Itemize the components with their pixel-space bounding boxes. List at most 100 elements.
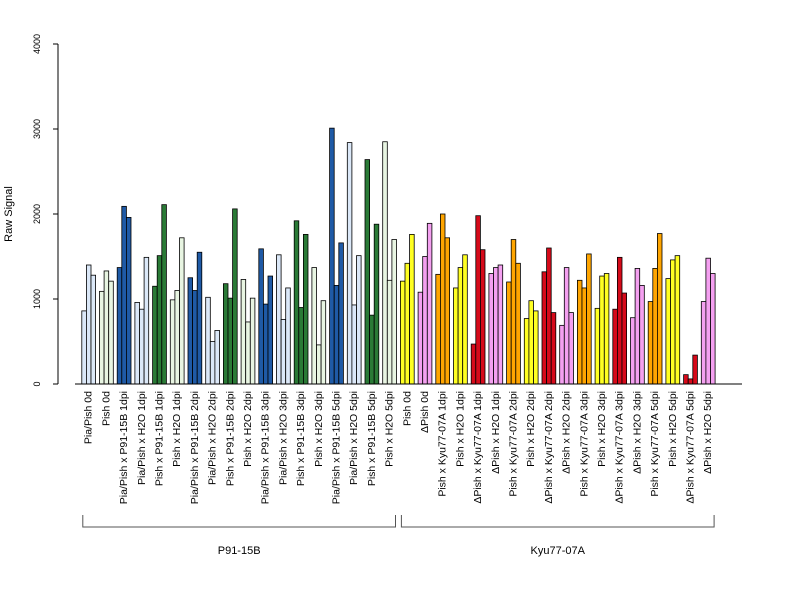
bar xyxy=(462,254,468,385)
x-tick-label: ΔPish 0d xyxy=(419,391,431,433)
bar xyxy=(510,239,517,385)
x-tick-label: Pia/Pish x P91-15B 3dpi xyxy=(260,391,272,504)
y-tick-label: 2000 xyxy=(32,204,42,224)
bar xyxy=(674,255,681,385)
x-tick-label: Pish x H2O 1dpi xyxy=(171,391,183,467)
bar xyxy=(665,278,671,385)
bar xyxy=(700,301,707,385)
bar xyxy=(550,312,557,385)
x-tick-label: Pia/Pish x P91-15B 5dpi xyxy=(331,391,343,504)
bar xyxy=(103,270,110,385)
bar xyxy=(276,254,282,385)
y-tick-label: 0 xyxy=(32,381,42,386)
bar xyxy=(369,314,375,385)
bar xyxy=(422,256,428,385)
bar xyxy=(280,318,287,385)
x-tick-label: Pia/Pish x H2O 2dpi xyxy=(207,391,219,485)
bar xyxy=(705,257,711,385)
x-tick-label: ΔPish x Kyu77-07A 3dpi xyxy=(614,391,626,504)
x-tick-label: Pish x H2O 2dpi xyxy=(525,391,537,467)
bar xyxy=(262,303,269,385)
bar xyxy=(581,287,587,385)
bar xyxy=(356,255,362,385)
x-tick-label: ΔPish x Kyu77-07A 1dpi xyxy=(472,391,484,504)
bar xyxy=(453,287,459,385)
bar xyxy=(657,233,663,385)
bar xyxy=(612,308,618,385)
bar xyxy=(240,279,247,385)
bar xyxy=(603,273,610,385)
bar xyxy=(81,310,87,385)
bar xyxy=(404,262,410,385)
bar xyxy=(161,204,167,385)
bar xyxy=(139,308,145,385)
x-tick-label: Pish x Kyu77-07A 5dpi xyxy=(649,391,661,497)
y-tick-label: 4000 xyxy=(32,34,42,54)
bar xyxy=(169,299,176,385)
bar xyxy=(364,159,370,385)
bar xyxy=(546,247,552,385)
group-label: P91-15B xyxy=(218,545,261,557)
bar xyxy=(497,264,504,385)
x-tick-label: Pish x Kyu77-07A 2dpi xyxy=(508,391,520,497)
x-tick-label: Pia/Pish x H2O 5dpi xyxy=(348,391,360,485)
x-tick-label: ΔPish x H2O 5dpi xyxy=(702,391,714,474)
x-tick-label: Pish x Kyu77-07A 3dpi xyxy=(578,391,590,497)
bar xyxy=(470,343,477,385)
bar xyxy=(647,301,654,385)
bar xyxy=(386,279,393,385)
bar xyxy=(634,267,641,385)
bar xyxy=(533,310,539,385)
x-tick-label: Pish x P91-15B 2dpi xyxy=(224,391,236,486)
bar xyxy=(346,142,353,385)
bar xyxy=(205,296,211,385)
bar xyxy=(258,248,264,385)
bar xyxy=(687,378,694,385)
bar xyxy=(523,318,530,385)
x-tick-label: Pia/Pish x H2O 3dpi xyxy=(277,391,289,485)
bar xyxy=(683,374,689,385)
bar xyxy=(298,307,304,385)
bar xyxy=(108,280,114,385)
x-tick-label: Pish 0d xyxy=(100,391,112,426)
bar xyxy=(617,256,623,385)
bar xyxy=(559,324,565,385)
y-tick-label: 1000 xyxy=(32,289,42,309)
bar xyxy=(692,354,698,385)
bar xyxy=(214,330,220,385)
bar xyxy=(227,297,233,385)
x-tick-label: Pish x H2O 2dpi xyxy=(242,391,254,467)
x-tick-label: Pia/Pish x H2O 1dpi xyxy=(136,391,148,485)
bar xyxy=(152,285,158,385)
group-brackets: P91-15B Kyu77-07A xyxy=(82,515,715,557)
bar xyxy=(126,216,132,385)
bar xyxy=(293,220,300,385)
bar xyxy=(99,290,105,385)
bar xyxy=(116,267,123,385)
bar xyxy=(302,233,309,385)
x-tick-label: Pia/Pish 0d xyxy=(83,391,95,444)
bar xyxy=(90,274,96,385)
bar xyxy=(515,262,521,385)
bar xyxy=(457,267,464,385)
bar xyxy=(444,237,450,385)
x-tick-label: ΔPish x H2O 3dpi xyxy=(631,391,643,474)
bar xyxy=(222,283,229,385)
x-tick-label: Pia/Pish x P91-15B 1dpi xyxy=(118,391,130,504)
bar xyxy=(333,284,340,385)
bar xyxy=(426,222,433,385)
bar xyxy=(652,267,658,385)
x-tick-label: Pia/Pish x P91-15B 2dpi xyxy=(189,391,201,504)
bar xyxy=(594,307,601,385)
x-tick-label: ΔPish x H2O 2dpi xyxy=(561,391,573,474)
bar xyxy=(156,255,163,385)
bars-layer xyxy=(81,127,716,385)
bar xyxy=(249,297,256,385)
x-tick-label: ΔPish x Kyu77-07A 2dpi xyxy=(543,391,555,504)
bar xyxy=(493,267,499,385)
x-tick-label: Pish x H2O 3dpi xyxy=(313,391,325,467)
bar xyxy=(621,292,627,385)
bar xyxy=(528,300,534,385)
bar xyxy=(541,271,547,385)
